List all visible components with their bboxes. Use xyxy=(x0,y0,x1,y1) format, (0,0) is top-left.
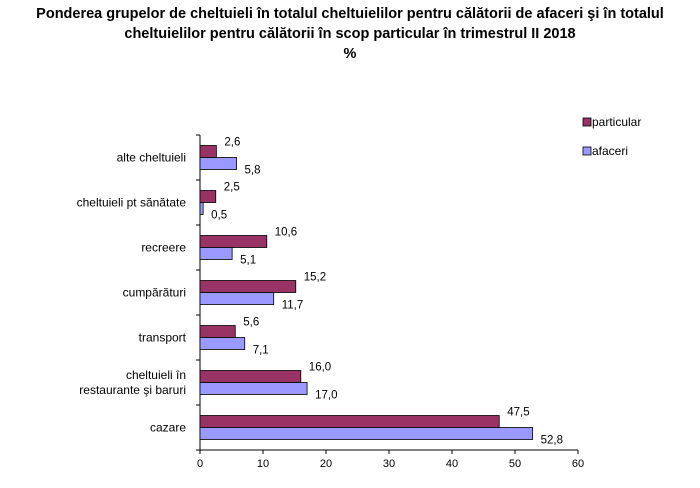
bar-particular-2 xyxy=(199,190,217,203)
bar-afaceri-1 xyxy=(199,157,237,170)
x-tick-label: 40 xyxy=(446,458,458,470)
legend-label-particular: particular xyxy=(592,115,641,129)
value-label-afaceri-2: 0,5 xyxy=(211,210,227,222)
value-label-particular-4: 15,2 xyxy=(304,272,326,284)
legend-label-afaceri: afaceri xyxy=(592,144,628,158)
bar-particular-1 xyxy=(199,145,217,158)
category-label: alte cheltuieli xyxy=(117,151,186,165)
chart-title-line-2: cheltuielilor pentru călătorii în scop p… xyxy=(124,26,576,42)
bar-afaceri-3 xyxy=(199,247,233,260)
category-label: cumpărături xyxy=(123,286,186,300)
bar-particular-7 xyxy=(199,415,500,428)
category-label: cheltuieli pt sănătate xyxy=(77,196,187,210)
legend-swatch-particular xyxy=(582,117,592,127)
bar-afaceri-4 xyxy=(199,292,275,305)
value-label-particular-3: 10,6 xyxy=(275,227,297,239)
x-tick-label: 20 xyxy=(320,458,332,470)
legend-swatch-afaceri xyxy=(582,146,592,156)
value-label-particular-2: 2,5 xyxy=(224,182,240,194)
chart-title-line-1: Ponderea grupelor de cheltuieli în total… xyxy=(36,6,664,22)
category-label: cazare xyxy=(150,421,186,435)
x-tick-label: 50 xyxy=(509,458,521,470)
category-label: transport xyxy=(139,331,187,345)
value-label-afaceri-5: 7,1 xyxy=(253,345,269,357)
category-label: restaurante şi baruri xyxy=(79,383,186,397)
bar-afaceri-2 xyxy=(199,202,204,215)
value-label-afaceri-4: 11,7 xyxy=(282,300,304,312)
value-label-particular-5: 5,6 xyxy=(243,317,259,329)
chart-title-unit: % xyxy=(343,46,357,62)
chart-title: Ponderea grupelor de cheltuieli în total… xyxy=(0,4,700,64)
value-label-afaceri-1: 5,8 xyxy=(245,165,261,177)
bar-particular-3 xyxy=(199,235,268,248)
value-label-particular-6: 16,0 xyxy=(309,362,331,374)
x-tick-label: 10 xyxy=(257,458,269,470)
x-tick-label: 60 xyxy=(572,458,584,470)
x-tick-label: 0 xyxy=(197,458,203,470)
category-label: cheltuieli în xyxy=(126,368,186,382)
value-label-particular-1: 2,6 xyxy=(224,137,240,149)
value-label-afaceri-6: 17,0 xyxy=(315,390,337,402)
x-tick-label: 30 xyxy=(383,458,395,470)
category-label: recreere xyxy=(141,241,186,255)
bar-afaceri-6 xyxy=(199,382,308,395)
bar-afaceri-5 xyxy=(199,337,246,350)
value-label-afaceri-7: 52,8 xyxy=(541,435,563,447)
bar-afaceri-7 xyxy=(199,427,534,440)
value-label-afaceri-3: 5,1 xyxy=(240,255,256,267)
bar-particular-6 xyxy=(199,370,302,383)
bar-particular-5 xyxy=(199,325,236,338)
value-label-particular-7: 47,5 xyxy=(507,407,529,419)
bar-particular-4 xyxy=(199,280,297,293)
